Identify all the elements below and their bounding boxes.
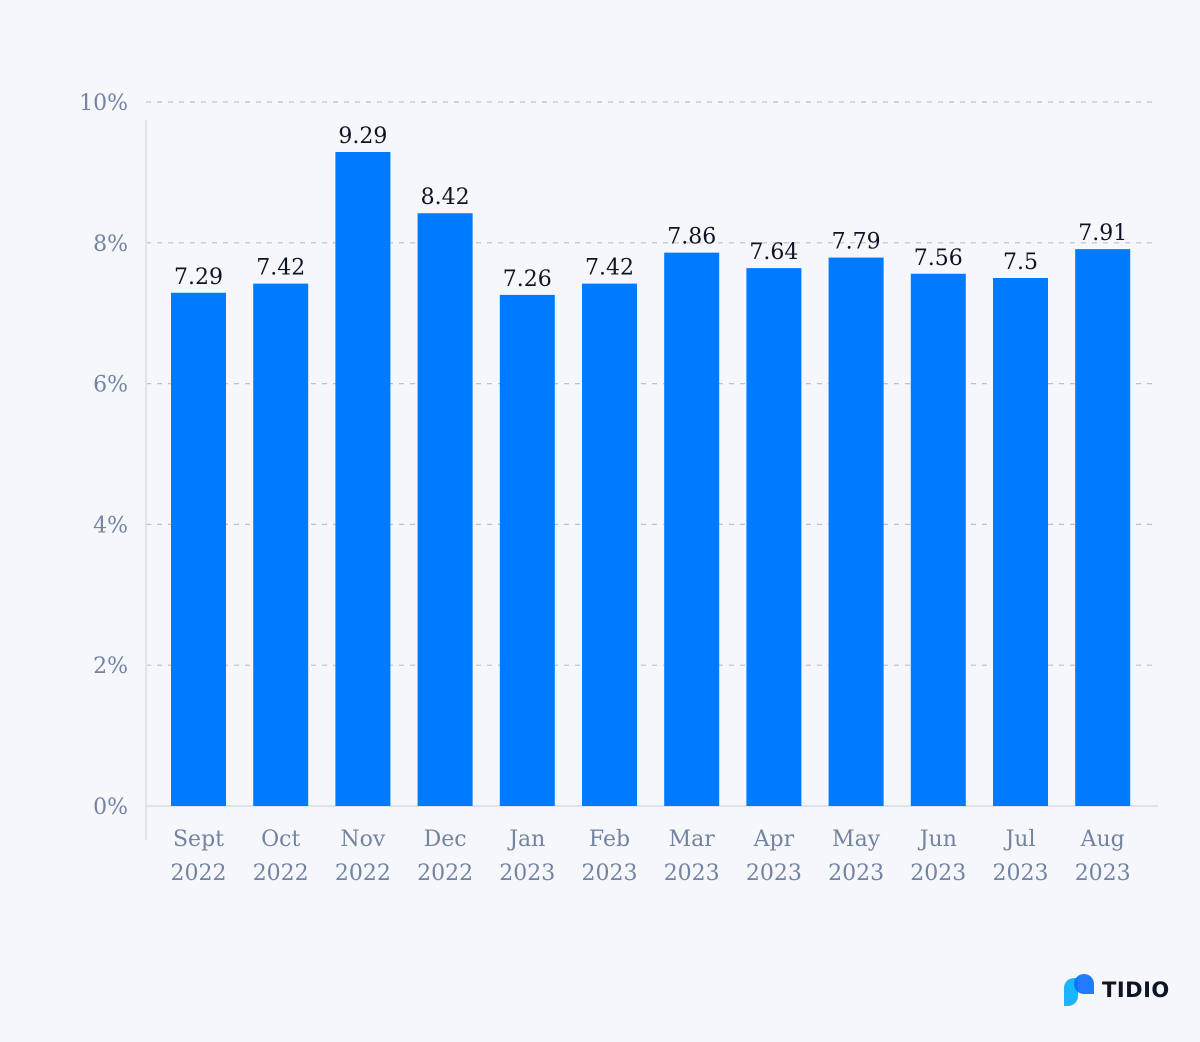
y-tick-label: 4% [93,513,128,538]
x-tick-label-year: 2022 [253,861,309,886]
bar [910,273,966,806]
y-tick-label: 0% [93,795,128,820]
bar [828,257,884,807]
x-tick-label: Feb [589,827,630,852]
data-label: 7.42 [256,256,305,281]
x-tick-label: Mar [669,827,716,852]
x-tick-label: Sept [173,827,224,852]
x-tick-label: Oct [261,827,300,852]
y-tick-label: 2% [93,654,128,679]
x-tick-label-year: 2022 [417,861,473,886]
bar [993,278,1048,806]
logo-text: TIDIO [1102,978,1170,1002]
x-tick-label: Jul [1003,827,1035,852]
x-tick-label: Jan [507,827,545,852]
data-label: 9.29 [338,124,387,149]
tidio-chat-bubbles-icon [1064,974,1094,1006]
x-tick-label: Apr [753,827,795,852]
x-tick-label-year: 2022 [171,861,227,886]
data-label: 7.5 [1003,250,1038,275]
y-tick-label: 8% [93,232,128,257]
x-tick-label: May [832,827,881,852]
x-tick-label-year: 2023 [993,861,1049,886]
bar [335,151,391,806]
x-tick-label: Aug [1080,827,1125,852]
data-label: 8.42 [421,185,470,210]
x-tick-label-year: 2023 [664,861,720,886]
x-tick-label-year: 2023 [910,861,966,886]
data-label: 7.91 [1078,221,1127,246]
tidio-logo: TIDIO [1062,974,1170,1006]
y-tick-label: 10% [79,91,128,116]
bar [1075,249,1131,807]
data-label: 7.86 [667,225,716,250]
x-tick-label-year: 2023 [1075,861,1131,886]
x-tick-label-year: 2023 [582,861,638,886]
data-label: 7.64 [749,240,798,265]
x-tick-label-year: 2022 [335,861,391,886]
bar [171,292,226,806]
data-label: 7.29 [174,265,223,290]
y-tick-label: 6% [93,373,128,398]
data-label: 7.26 [503,267,552,292]
bar [499,294,555,806]
x-tick-label-year: 2023 [746,861,802,886]
bar [664,252,720,806]
x-tick-label: Nov [340,827,385,852]
x-tick-label-year: 2023 [828,861,884,886]
bar [582,283,637,807]
bar [253,283,309,807]
x-tick-label: Jun [918,827,957,852]
bar [417,213,473,806]
data-label: 7.56 [914,246,963,271]
x-tick-label-year: 2023 [499,861,555,886]
x-tick-label: Dec [424,827,467,852]
bar [746,268,802,806]
data-label: 7.42 [585,256,634,281]
data-label: 7.79 [832,230,881,255]
